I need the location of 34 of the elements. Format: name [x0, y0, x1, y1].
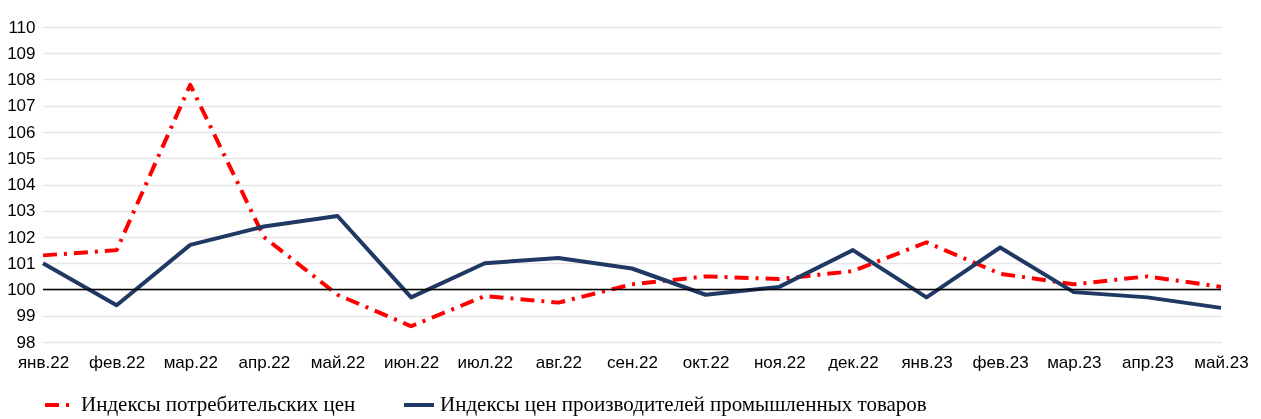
line-series: [41, 82, 1223, 329]
x-tick-label: май.23: [1194, 352, 1249, 372]
y-tick-label: 109: [7, 43, 36, 63]
y-tick-label: 110: [8, 17, 36, 37]
y-tick-label: 100: [7, 280, 36, 299]
y-tick-label: 99: [16, 306, 36, 326]
x-tick-label: мар.23: [1047, 352, 1102, 372]
x-tick-label: фев.22: [89, 352, 146, 372]
y-tick-label: 102: [7, 227, 36, 247]
x-tick-label: июн.22: [383, 352, 440, 372]
x-tick-label: июл.22: [457, 352, 513, 372]
y-tick-label: 98: [16, 332, 36, 352]
x-tick-label: мар.22: [163, 352, 218, 372]
y-tick-label: 105: [7, 148, 36, 168]
legend-label: Индексы цен производителей промышленных товаров: [440, 392, 927, 416]
x-tick-label: авг.22: [535, 352, 582, 372]
y-tick-label: 103: [7, 201, 36, 221]
y-tick-label: 104: [7, 175, 36, 194]
x-tick-label: апр.23: [1122, 352, 1174, 372]
x-tick-label: дек.22: [828, 352, 879, 372]
y-tick-label: 101: [7, 253, 36, 273]
y-tick-label: 107: [7, 96, 36, 116]
line-series: [41, 214, 1223, 310]
y-tick-label: 108: [7, 70, 36, 89]
x-tick-label: сен.22: [607, 352, 658, 372]
x-tick-label: янв.23: [901, 352, 953, 372]
x-tick-label: ноя.22: [753, 352, 806, 372]
x-tick-label: янв.22: [17, 352, 70, 372]
x-tick-label: окт.22: [682, 352, 730, 372]
legend-label: Индексы потребительских цен: [81, 392, 356, 416]
x-tick-label: май.22: [310, 352, 366, 372]
x-tick-label: фев.23: [972, 352, 1029, 372]
x-tick-label: апр.22: [238, 352, 291, 372]
y-tick-label: 106: [7, 122, 36, 142]
